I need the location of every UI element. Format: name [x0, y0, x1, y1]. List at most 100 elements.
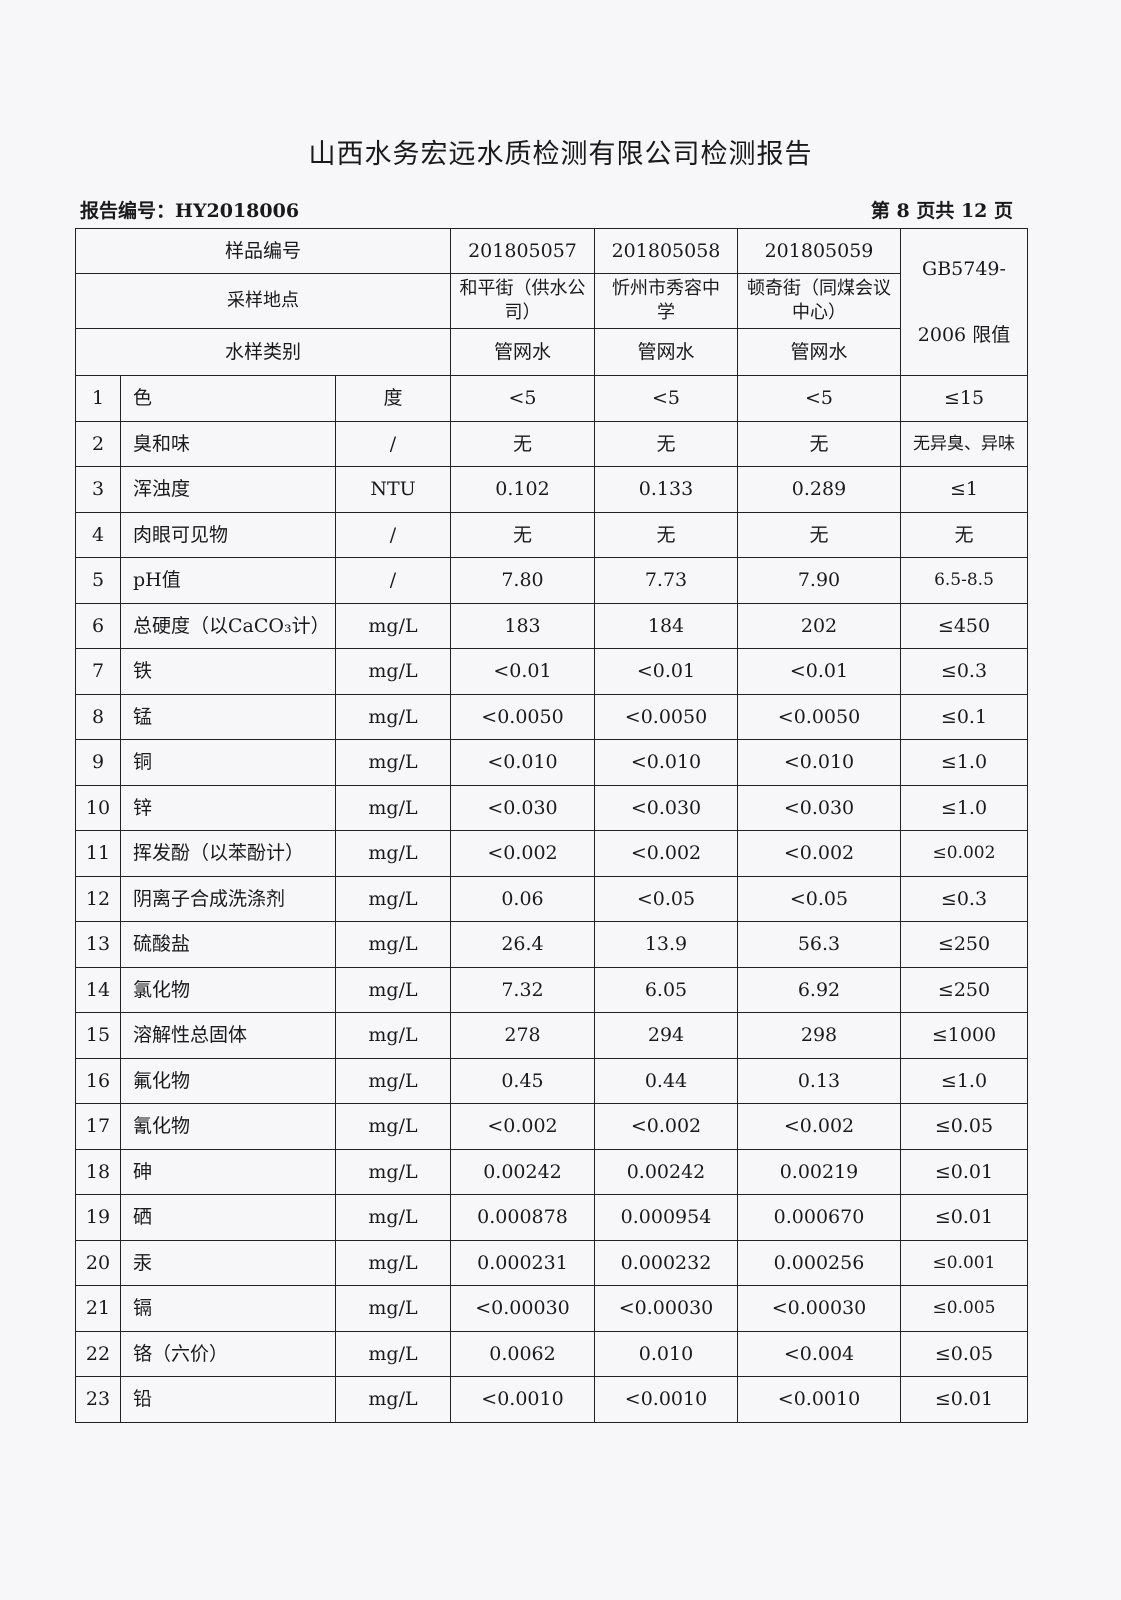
item-name: 铅	[120, 1376, 336, 1423]
limit-value: ≤0.1	[900, 693, 1028, 740]
header-row-location: 采样地点 和平街（供水公司） 忻州市秀容中学 顿奇街（同煤会议中心）	[75, 273, 1028, 329]
sample-3-value: 0.289	[737, 466, 901, 513]
item-index: 9	[75, 739, 121, 786]
item-index: 11	[75, 830, 121, 877]
table-row: 10 锌 mg/L <0.030 <0.030 <0.030 ≤1.0	[75, 784, 1028, 831]
limit-value: ≤450	[900, 602, 1028, 649]
sample-3-value: <0.01	[737, 648, 901, 695]
item-name: 肉眼可见物	[120, 511, 336, 558]
results-table: 样品编号 201805057 201805058 201805059 GB574…	[75, 228, 1028, 1423]
item-index: 5	[75, 557, 121, 604]
header-row-sample-no: 样品编号 201805057 201805058 201805059 GB574…	[75, 228, 1028, 376]
limit-value: ≤0.01	[900, 1148, 1028, 1195]
sample-3-value: <0.0010	[737, 1376, 901, 1423]
table-row: 16 氟化物 mg/L 0.45 0.44 0.13 ≤1.0	[75, 1057, 1028, 1104]
item-unit: mg/L	[335, 693, 451, 740]
item-name: 铬（六价）	[120, 1330, 336, 1377]
item-index: 16	[75, 1057, 121, 1104]
item-index: 23	[75, 1376, 121, 1423]
item-name: 阴离子合成洗涤剂	[120, 875, 336, 922]
item-unit: mg/L	[335, 966, 451, 1013]
item-unit: mg/L	[335, 1376, 451, 1423]
item-unit: mg/L	[335, 648, 451, 695]
sample-2-value: 0.44	[594, 1057, 738, 1104]
limit-value: ≤1.0	[900, 739, 1028, 786]
sample-3-value: 298	[737, 1012, 901, 1059]
sample-1-value: 0.00242	[450, 1148, 595, 1195]
sample-2-value: 6.05	[594, 966, 738, 1013]
limit-value: ≤0.01	[900, 1376, 1028, 1423]
sample-2-value: <0.002	[594, 830, 738, 877]
item-index: 13	[75, 921, 121, 968]
sample-1-value: 7.80	[450, 557, 595, 604]
sample-type: 管网水	[737, 328, 901, 376]
sample-1-value: 0.000878	[450, 1194, 595, 1241]
limit-value: ≤250	[900, 966, 1028, 1013]
item-unit: mg/L	[335, 1103, 451, 1150]
item-name: 氯化物	[120, 966, 336, 1013]
sample-2-value: <0.010	[594, 739, 738, 786]
table-row: 17 氰化物 mg/L <0.002 <0.002 <0.002 ≤0.05	[75, 1103, 1028, 1150]
sample-1-value: <0.030	[450, 784, 595, 831]
page-info: 第 8 页共 12 页	[870, 200, 1013, 222]
limit-value: ≤1	[900, 466, 1028, 513]
sample-2-value: <0.05	[594, 875, 738, 922]
table-row: 13 硫酸盐 mg/L 26.4 13.9 56.3 ≤250	[75, 921, 1028, 968]
table-row: 11 挥发酚（以苯酚计） mg/L <0.002 <0.002 <0.002 ≤0.002	[75, 830, 1028, 877]
item-name: 锌	[120, 784, 336, 831]
item-index: 8	[75, 693, 121, 740]
item-index: 4	[75, 511, 121, 558]
sample-2-value: 13.9	[594, 921, 738, 968]
header-row-type: 水样类别 管网水 管网水 管网水	[75, 328, 1028, 376]
sample-location: 和平街（供水公司）	[450, 273, 595, 329]
sample-3-value: <0.00030	[737, 1285, 901, 1332]
item-unit: 度	[335, 375, 451, 422]
limit-value: ≤0.002	[900, 830, 1028, 877]
sample-location: 顿奇街（同煤会议中心）	[737, 273, 901, 329]
limit-value: ≤0.3	[900, 648, 1028, 695]
item-unit: mg/L	[335, 921, 451, 968]
table-row: 18 砷 mg/L 0.00242 0.00242 0.00219 ≤0.01	[75, 1148, 1028, 1195]
sample-1-value: <0.002	[450, 830, 595, 877]
sample-3-value: 0.00219	[737, 1148, 901, 1195]
sample-1-value: <0.0050	[450, 693, 595, 740]
sample-3-value: <0.004	[737, 1330, 901, 1377]
limit-value: ≤0.001	[900, 1239, 1028, 1286]
item-name: 臭和味	[120, 420, 336, 467]
limit-value: 无异臭、异味	[900, 420, 1028, 467]
limit-value: ≤250	[900, 921, 1028, 968]
table-row: 6 总硬度（以CaCO₃计） mg/L 183 184 202 ≤450	[75, 602, 1028, 649]
table-row: 2 臭和味 / 无无无无异臭、异味	[75, 420, 1028, 467]
sample-location: 忻州市秀容中学	[594, 273, 738, 329]
sample-3-value: <0.0050	[737, 693, 901, 740]
sample-1-value: 26.4	[450, 921, 595, 968]
table-row: 22 铬（六价） mg/L 0.0062 0.010 <0.004 ≤0.05	[75, 1330, 1028, 1377]
item-name: 铜	[120, 739, 336, 786]
limit-value: ≤1.0	[900, 784, 1028, 831]
table-row: 3 浑浊度 NTU 0.102 0.133 0.289 ≤1	[75, 466, 1028, 513]
location-label: 采样地点	[75, 273, 451, 329]
sample-2-value: 7.73	[594, 557, 738, 604]
item-unit: mg/L	[335, 830, 451, 877]
report-number: 报告编号：HY2018006	[80, 200, 300, 222]
sample-1-value: 无	[450, 420, 595, 467]
sample-3-value: <0.002	[737, 830, 901, 877]
sample-2-value: <0.0010	[594, 1376, 738, 1423]
table-row: 21 镉 mg/L <0.00030 <0.00030 <0.00030 ≤0.005	[75, 1285, 1028, 1332]
item-unit: mg/L	[335, 1330, 451, 1377]
item-name: 锰	[120, 693, 336, 740]
limit-header-line1: GB5749-	[922, 258, 1006, 280]
table-row: 1 色度 <5 <5 <5 ≤15	[75, 375, 1028, 422]
limit-value: ≤15	[900, 375, 1028, 422]
report-title: 山西水务宏远水质检测有限公司检测报告	[308, 139, 813, 170]
sample-no: 201805059	[737, 228, 901, 274]
sample-1-value: 无	[450, 511, 595, 558]
sample-3-value: 0.13	[737, 1057, 901, 1104]
item-name: pH值	[120, 557, 336, 604]
sample-2-value: 0.000954	[594, 1194, 738, 1241]
sample-1-value: <5	[450, 375, 595, 422]
sample-type: 管网水	[594, 328, 738, 376]
item-name: 溶解性总固体	[120, 1012, 336, 1059]
sample-1-value: <0.010	[450, 739, 595, 786]
item-name: 氰化物	[120, 1103, 336, 1150]
